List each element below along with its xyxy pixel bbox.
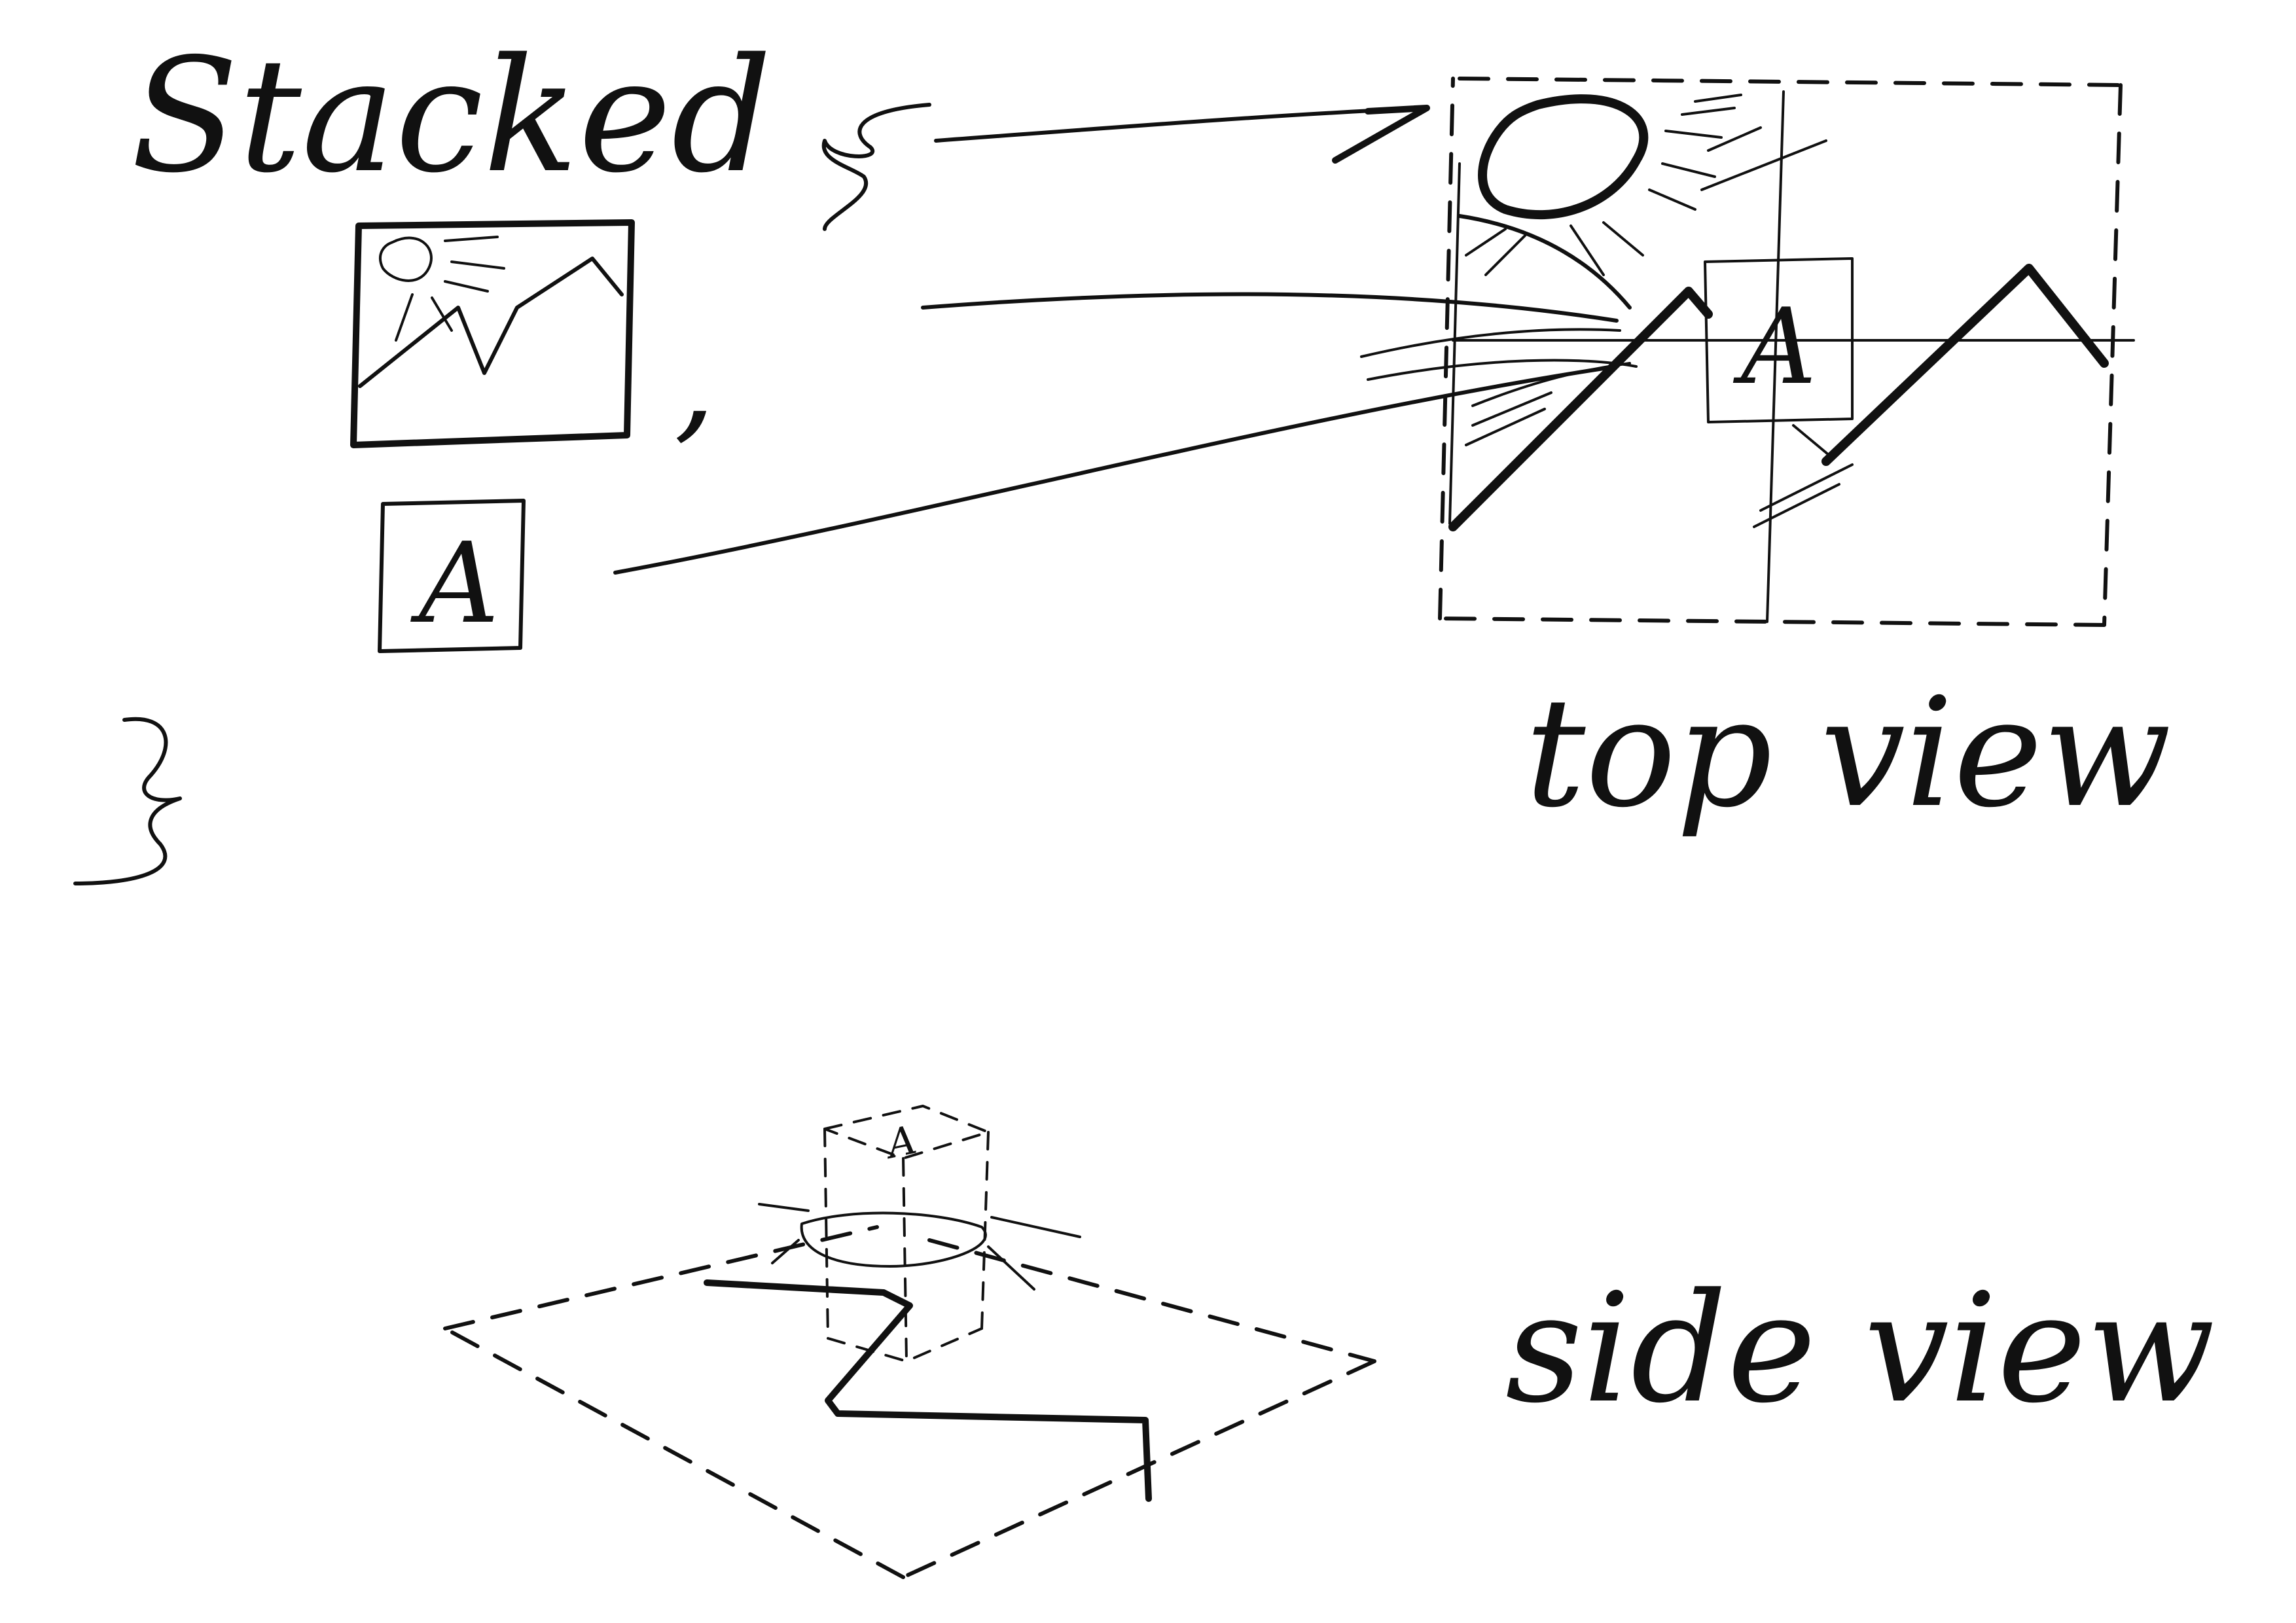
ground-plane-dashed xyxy=(443,1225,1376,1579)
close-brace-icon xyxy=(73,717,182,885)
grid-vertical-line-1 xyxy=(1448,162,1461,525)
text-layer-frame xyxy=(1704,257,1854,423)
text-layer-letter: A xyxy=(1732,285,1817,408)
stack-box-letter: A xyxy=(880,1117,920,1169)
side-view-diagram: A xyxy=(443,1105,1376,1579)
mountain-layer-path xyxy=(704,1279,1152,1502)
sun-rays xyxy=(395,236,505,342)
sun-icon xyxy=(379,236,433,282)
arrow-image-to-layers xyxy=(921,292,1619,323)
mountain-layer-icon xyxy=(1448,264,2109,531)
sun-layer-ring xyxy=(800,1211,987,1268)
open-brace-icon xyxy=(821,103,931,231)
stack-box-edges xyxy=(823,1128,990,1363)
mountain-icon xyxy=(358,257,624,388)
text-layer-tail xyxy=(1792,424,1834,459)
sun-shadow-line xyxy=(1458,214,1632,310)
image-thumbnail xyxy=(350,219,635,448)
grid-vertical-line-2 xyxy=(1766,90,1785,623)
arrow-tile-to-layers xyxy=(613,365,1619,575)
sun-layer-icon xyxy=(1478,94,1649,219)
text-tile-letter: A xyxy=(410,519,499,649)
side-view-label: side view xyxy=(1505,1262,2215,1436)
top-view-label: top view xyxy=(1525,666,2172,841)
arrow-stacked-head xyxy=(1332,105,1430,164)
canvas-dashed-frame xyxy=(1438,77,2123,627)
hatch-marks xyxy=(1465,94,1854,528)
stacked-label: Stacked xyxy=(131,24,772,207)
stack-box-top xyxy=(823,1105,990,1160)
top-view-diagram: A xyxy=(1438,77,2135,627)
text-tile: A xyxy=(378,499,526,653)
text-tile-frame xyxy=(378,499,526,653)
arrow-stacked-to-frame xyxy=(934,106,1429,143)
sun-layer-rays xyxy=(1465,130,1723,276)
sun-layer-ring-rays xyxy=(758,1203,1081,1291)
image-frame xyxy=(350,219,635,448)
comma-separator: , xyxy=(674,304,716,457)
